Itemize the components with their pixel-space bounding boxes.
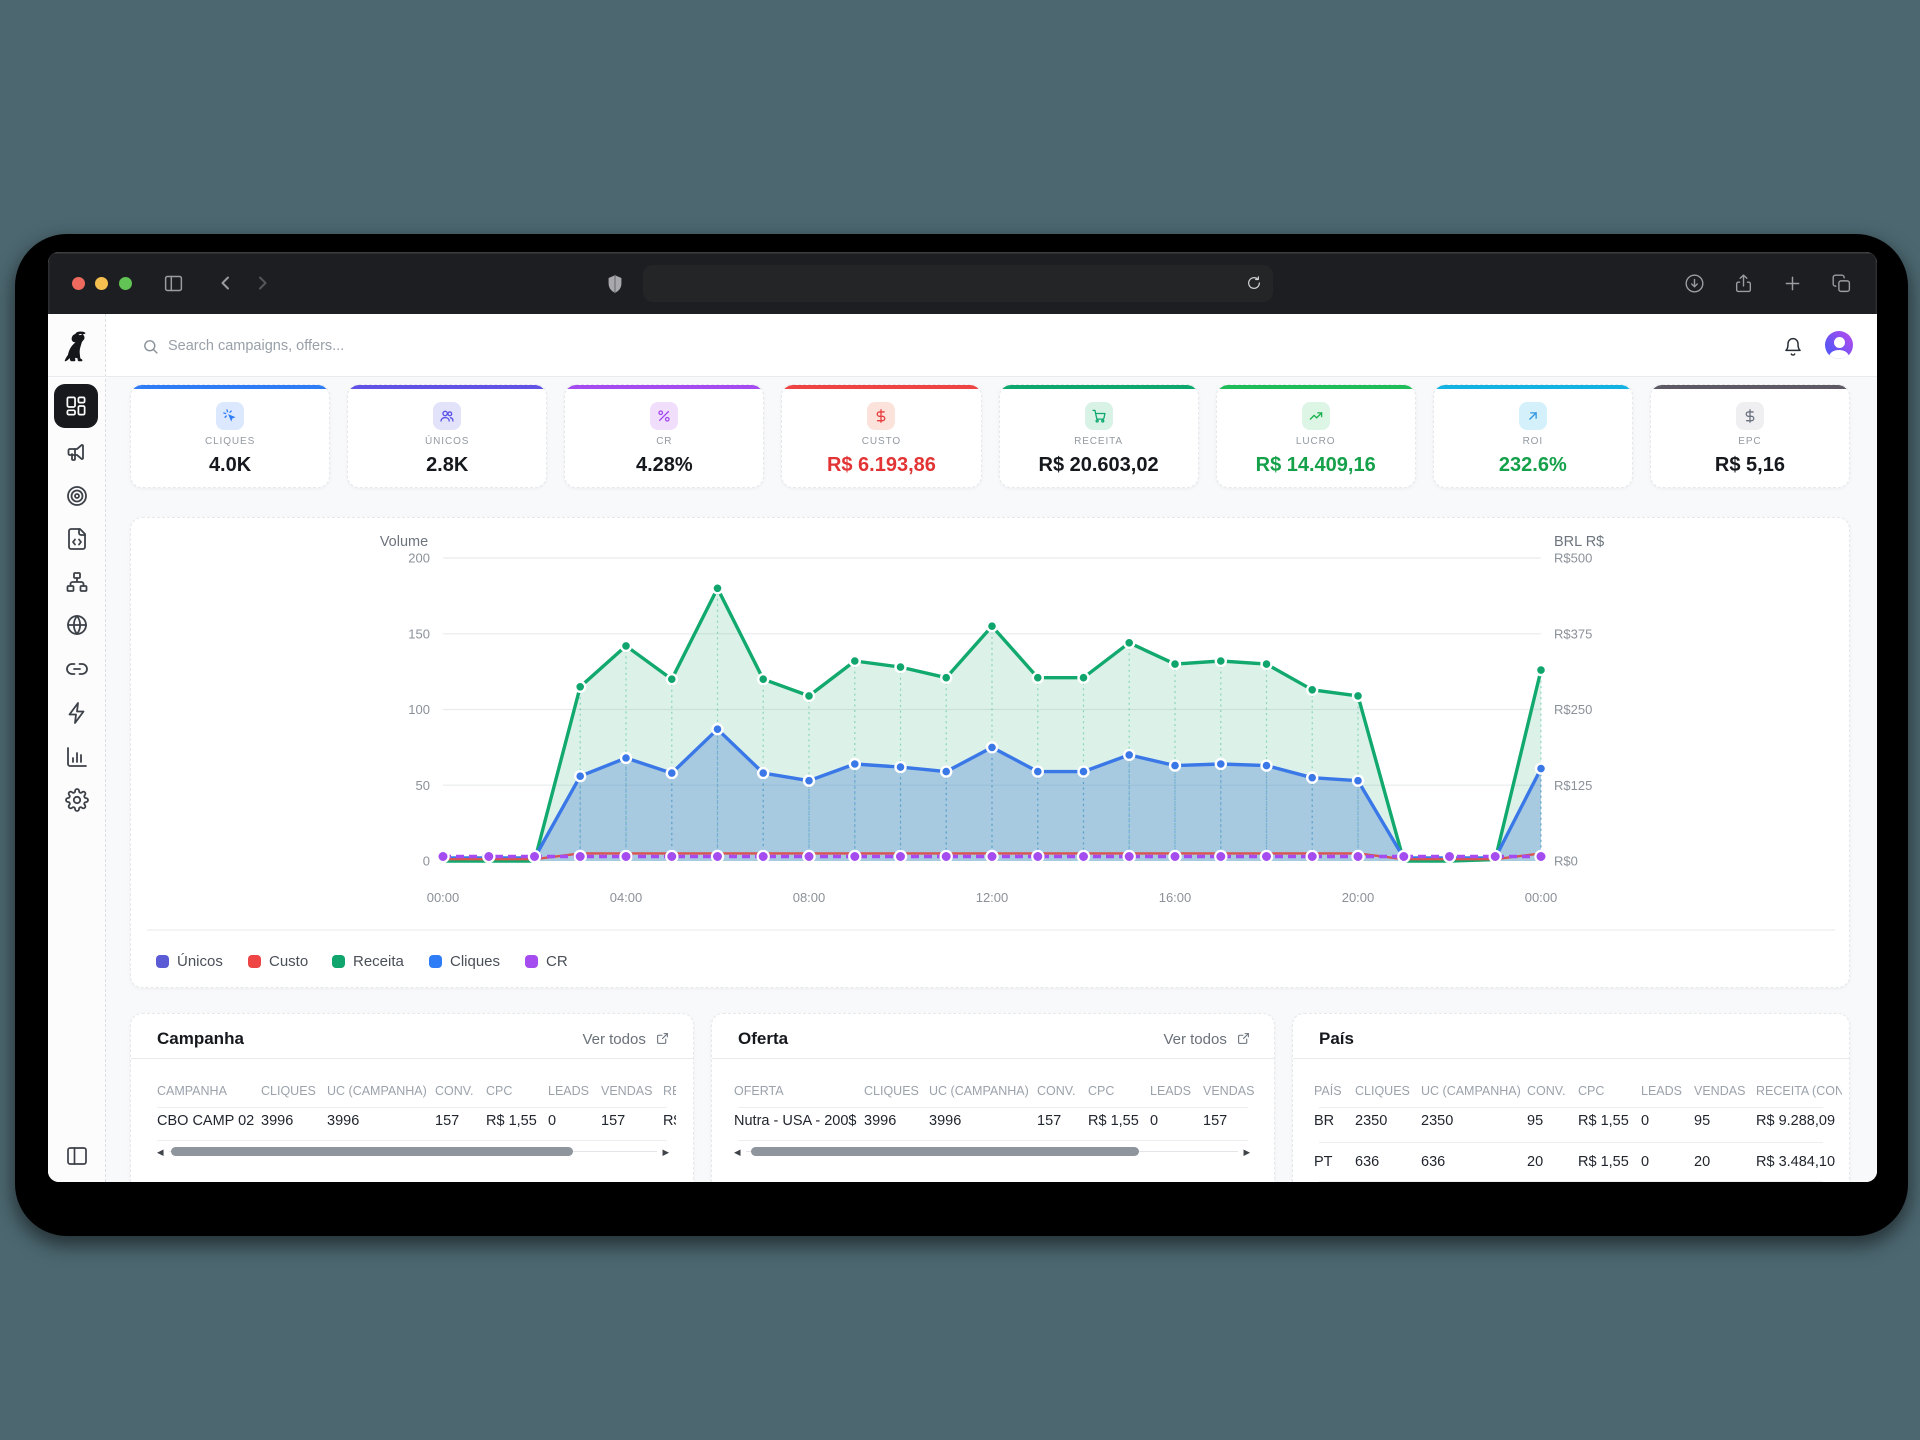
svg-text:100: 100 (408, 702, 430, 717)
svg-text:200: 200 (408, 551, 430, 566)
svg-text:Volume: Volume (380, 534, 428, 550)
svg-text:R$250: R$250 (1554, 702, 1592, 717)
svg-text:08:00: 08:00 (793, 890, 826, 905)
svg-text:04:00: 04:00 (610, 890, 643, 905)
svg-text:20:00: 20:00 (1342, 890, 1375, 905)
svg-text:150: 150 (408, 626, 430, 641)
svg-text:00:00: 00:00 (1525, 890, 1558, 905)
svg-text:R$0: R$0 (1554, 854, 1578, 869)
svg-text:R$125: R$125 (1554, 778, 1592, 793)
svg-text:R$500: R$500 (1554, 551, 1592, 566)
svg-text:BRL R$: BRL R$ (1554, 534, 1604, 550)
svg-text:50: 50 (416, 778, 430, 793)
svg-text:0: 0 (423, 854, 430, 869)
svg-text:16:00: 16:00 (1159, 890, 1192, 905)
svg-text:12:00: 12:00 (976, 890, 1009, 905)
svg-text:R$375: R$375 (1554, 626, 1592, 641)
svg-text:00:00: 00:00 (427, 890, 460, 905)
